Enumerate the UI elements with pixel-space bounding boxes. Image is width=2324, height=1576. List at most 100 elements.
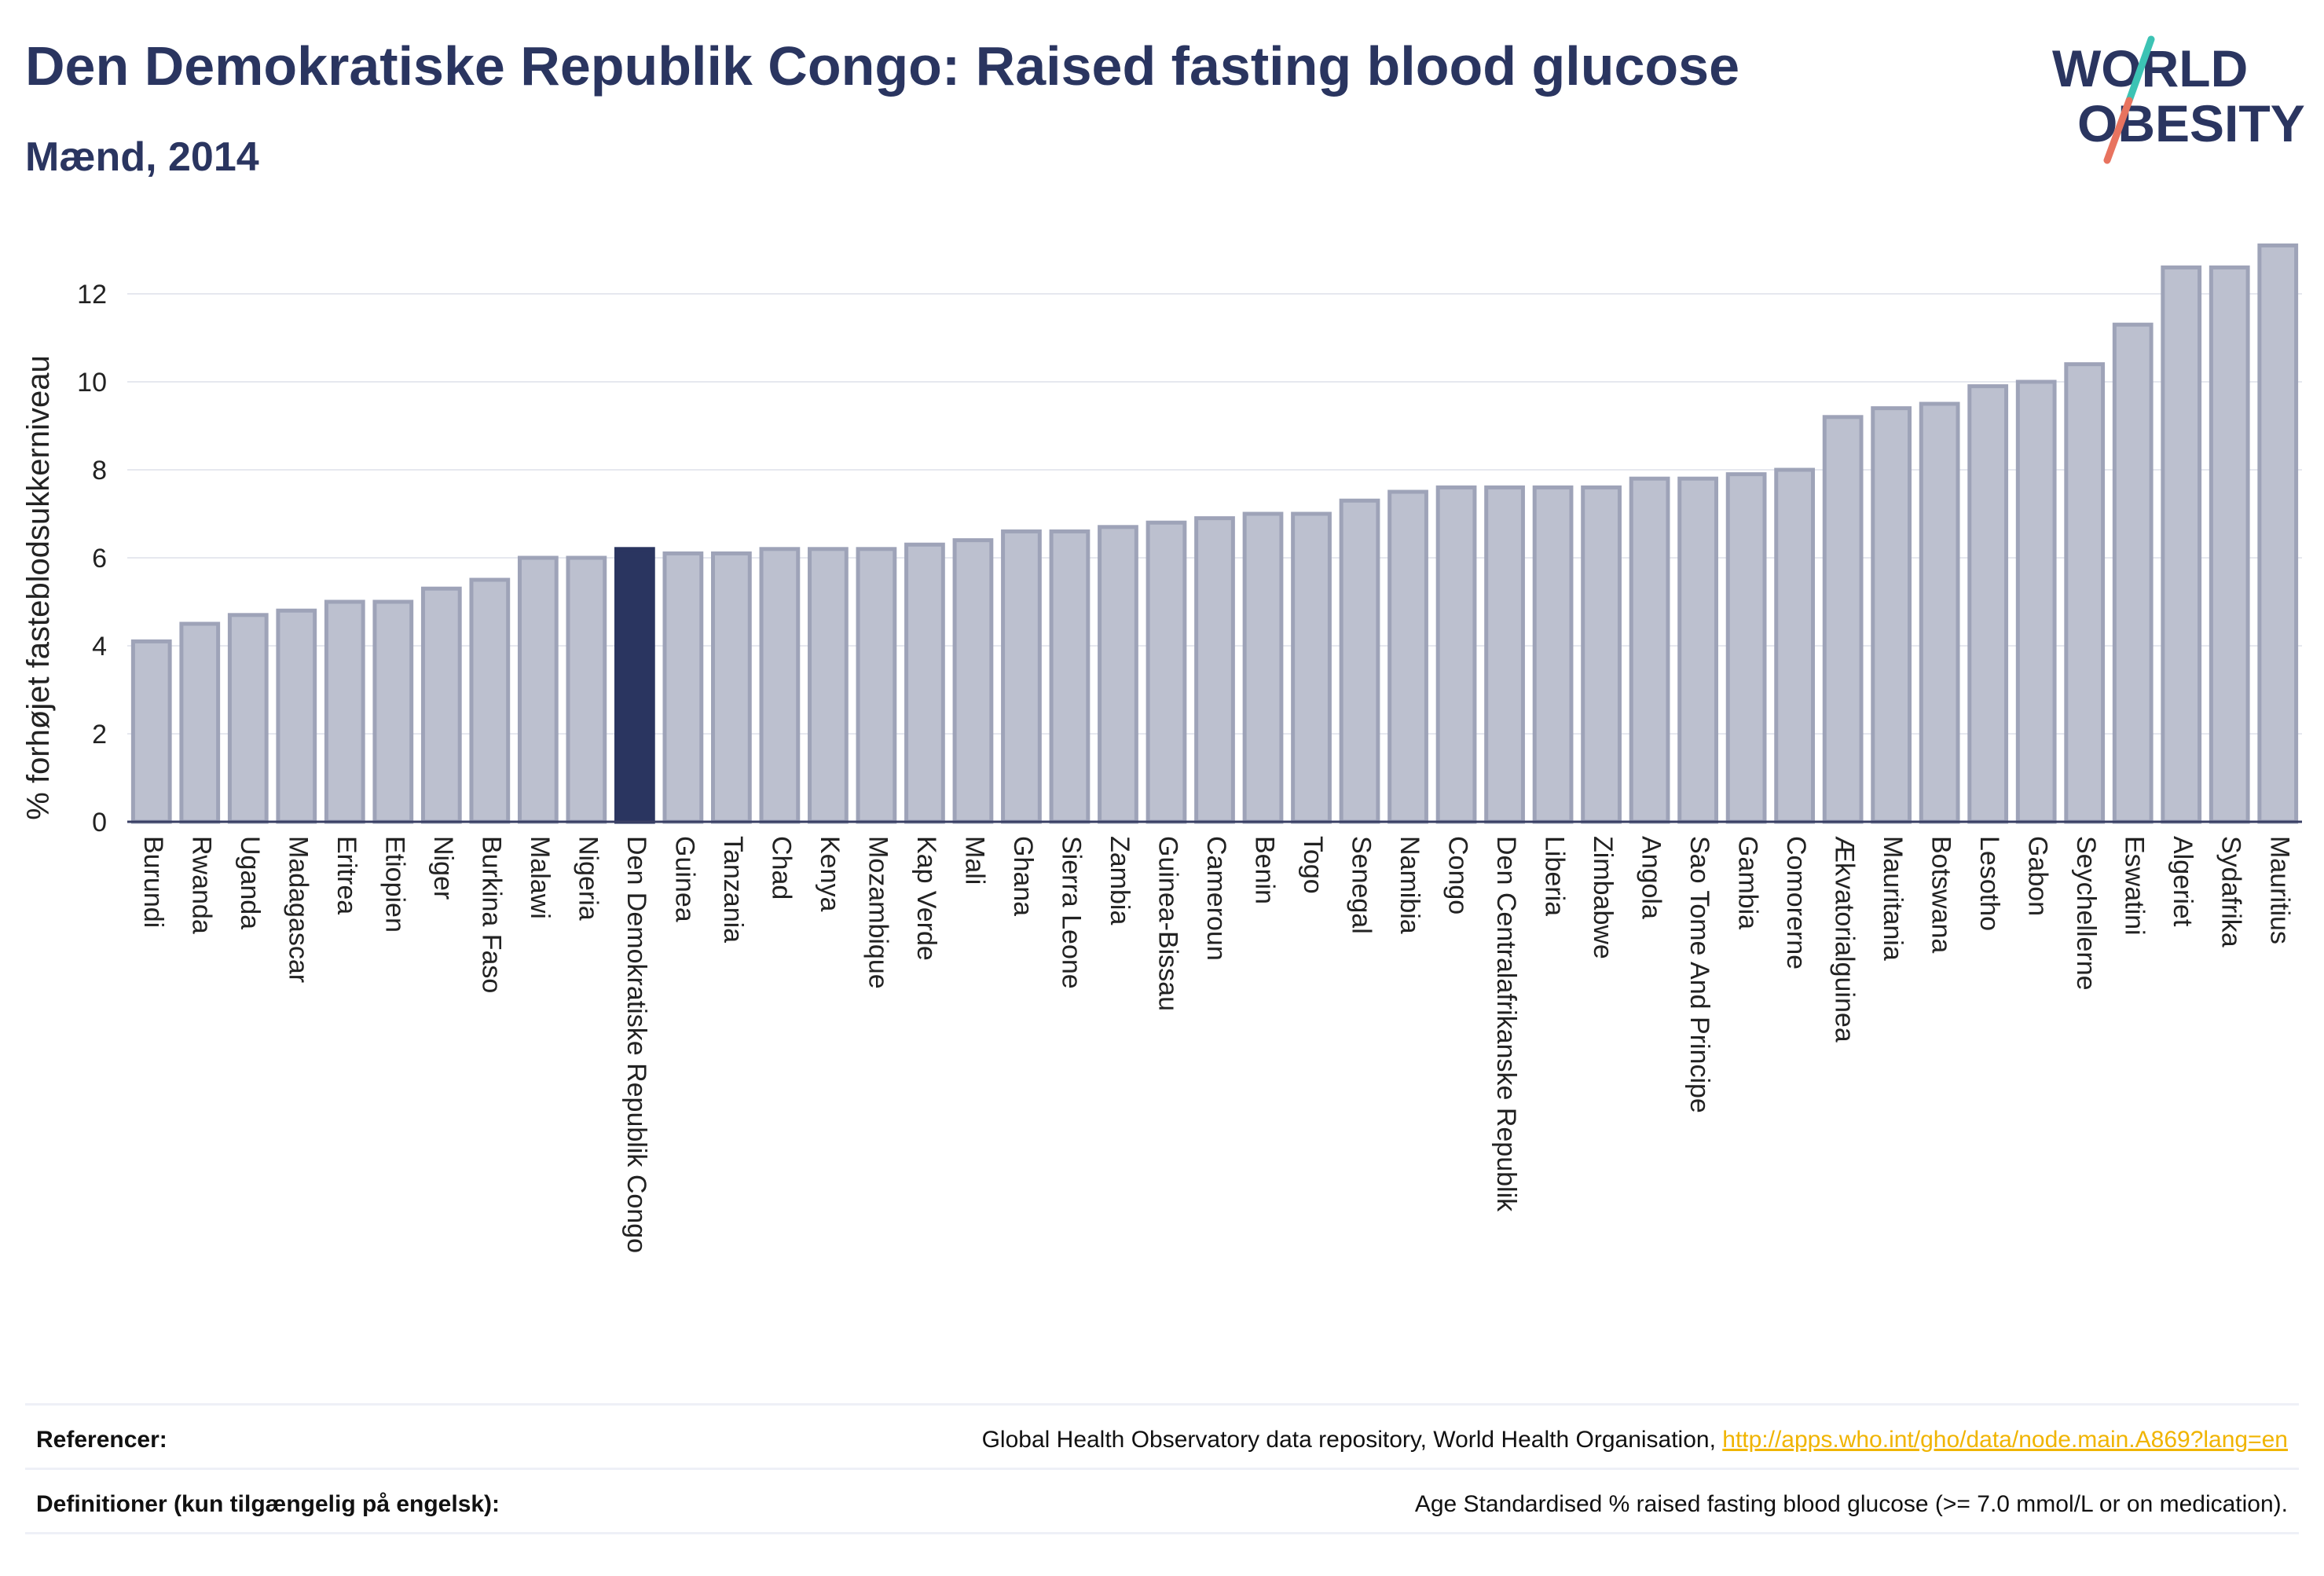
- bar: [1581, 485, 1622, 824]
- x-tick-label: Botswana: [1926, 836, 1956, 953]
- x-tick-label: Kap Verde: [911, 836, 941, 961]
- bar: [1677, 476, 1718, 824]
- bar: [904, 542, 945, 824]
- logo-slash-coral: [2103, 97, 2133, 164]
- bar: [952, 538, 994, 824]
- bar: [1098, 525, 1138, 824]
- y-axis-label: % forhøjet fasteblodsukkerniveau: [21, 355, 56, 819]
- bar-chart: 0 2 4 6 8 10 12 Burundi Rwanda Uganda Madagascar Er…: [21, 243, 2302, 1253]
- x-tick-label: Den Demokratiske Republik Congo: [621, 836, 651, 1253]
- x-tick-label: Mozambique: [863, 836, 893, 989]
- x-tick-label: Eritrea: [332, 836, 361, 914]
- definitions-label: Definitioner (kun tilgængelig på engelsk…: [36, 1491, 500, 1517]
- x-tick-label: Zambia: [1105, 836, 1135, 925]
- bar: [1339, 498, 1380, 824]
- x-tick-label: Rwanda: [186, 836, 216, 934]
- bar: [2209, 265, 2250, 824]
- y-tick-label: 4: [92, 632, 107, 662]
- chart-subtitle: Mænd, 2014: [25, 134, 259, 180]
- bar: [324, 599, 365, 824]
- footer-divider-bottom: [25, 1532, 2299, 1534]
- x-tick-label: Kenya: [815, 836, 845, 911]
- bar: [1435, 485, 1477, 824]
- x-tick-label: Gabon: [2023, 836, 2053, 916]
- x-tick-label: Uganda: [235, 836, 265, 929]
- y-tick-label: 8: [92, 456, 107, 486]
- x-tick-label: Angola: [1637, 836, 1666, 919]
- bar: [517, 555, 559, 824]
- references-value: Global Health Observatory data repositor…: [982, 1427, 2288, 1453]
- x-tick-label: Namibia: [1395, 836, 1424, 934]
- bar: [1291, 511, 1332, 824]
- bar: [2161, 265, 2202, 824]
- bar: [566, 555, 607, 824]
- bar-highlighted: [614, 547, 655, 824]
- x-tick-label: Benin: [1250, 836, 1280, 904]
- references-label: Referencer:: [36, 1427, 167, 1453]
- bar: [1146, 520, 1187, 824]
- x-tick-label: Togo: [1298, 836, 1328, 894]
- x-tick-label: Tanzania: [718, 836, 748, 943]
- x-tick-label: Sierra Leone: [1056, 836, 1086, 989]
- bar: [130, 639, 172, 824]
- bar: [1871, 406, 1912, 824]
- y-tick-label: 2: [92, 720, 107, 750]
- x-tick-label: Malawi: [525, 836, 555, 919]
- x-tick-label: Mauritania: [1878, 836, 1908, 961]
- bar: [1484, 485, 1525, 824]
- x-tick-label: Senegal: [1347, 836, 1376, 934]
- x-tick-label: Seychellerne: [2071, 836, 2101, 991]
- x-tick-label: Ghana: [1008, 836, 1038, 916]
- bar: [1774, 467, 1816, 824]
- bar: [1387, 489, 1428, 824]
- x-tick-label: Den Centralafrikanske Republik: [1491, 836, 1521, 1212]
- x-tick-label: Chad: [766, 836, 796, 900]
- references-text: Global Health Observatory data repositor…: [981, 1427, 1723, 1453]
- x-tick-label: Algeriet: [2168, 836, 2198, 927]
- x-tick-label: Guinea: [669, 836, 699, 922]
- world-obesity-logo: WORLD OBESITY: [2052, 35, 2305, 164]
- bar: [1967, 384, 2009, 824]
- chart-title: Den Demokratiske Republik Congo: Raised …: [25, 35, 1739, 97]
- x-tick-label: Eswatini: [2120, 836, 2150, 936]
- x-tick-label: Mali: [959, 836, 989, 885]
- references-link[interactable]: http://apps.who.int/gho/data/node.main.A…: [1722, 1427, 2288, 1453]
- bar: [372, 599, 414, 824]
- y-tick-label: 10: [77, 368, 107, 398]
- bar: [2064, 362, 2106, 824]
- bar: [856, 547, 897, 824]
- x-tick-label: Zimbabwe: [1588, 836, 1618, 959]
- bar: [1629, 476, 1670, 824]
- bar: [2257, 243, 2299, 824]
- bar: [227, 613, 269, 824]
- bar: [2015, 379, 2057, 824]
- footer-divider-middle: [25, 1468, 2299, 1470]
- x-tick-label: Niger: [428, 836, 458, 900]
- bar: [276, 608, 317, 824]
- x-tick-label: Sao Tome And Principe: [1684, 836, 1714, 1113]
- bar: [1001, 529, 1042, 824]
- x-tick-label: Madagascar: [283, 836, 313, 983]
- y-tick-label: 0: [92, 808, 107, 837]
- bar: [808, 547, 849, 824]
- x-tick-label: Comorerne: [1781, 836, 1811, 969]
- definitions-value: Age Standardised % raised fasting blood …: [1414, 1491, 2288, 1517]
- bar: [1532, 485, 1574, 824]
- x-tick-label: Burundi: [138, 836, 168, 928]
- x-tick-label: Mauritius: [2264, 836, 2294, 944]
- y-tick-label: 12: [77, 280, 107, 310]
- x-tick-label: Gambia: [1733, 836, 1763, 929]
- x-tick-label: Ækvatorialguinea: [1830, 836, 1860, 1043]
- x-tick-label: Burkina Faso: [476, 836, 506, 993]
- bar: [469, 577, 511, 824]
- logo-slash-teal: [2125, 35, 2155, 104]
- bar: [179, 621, 221, 824]
- bar: [711, 551, 752, 824]
- x-tick-label: Sydafrika: [2216, 836, 2246, 947]
- bar: [1725, 472, 1767, 824]
- x-tick-label: Cameroun: [1201, 836, 1231, 961]
- bar: [1242, 511, 1284, 824]
- bar: [2112, 322, 2154, 824]
- x-tick-label: Etiopien: [379, 836, 409, 933]
- bar: [1919, 401, 1960, 824]
